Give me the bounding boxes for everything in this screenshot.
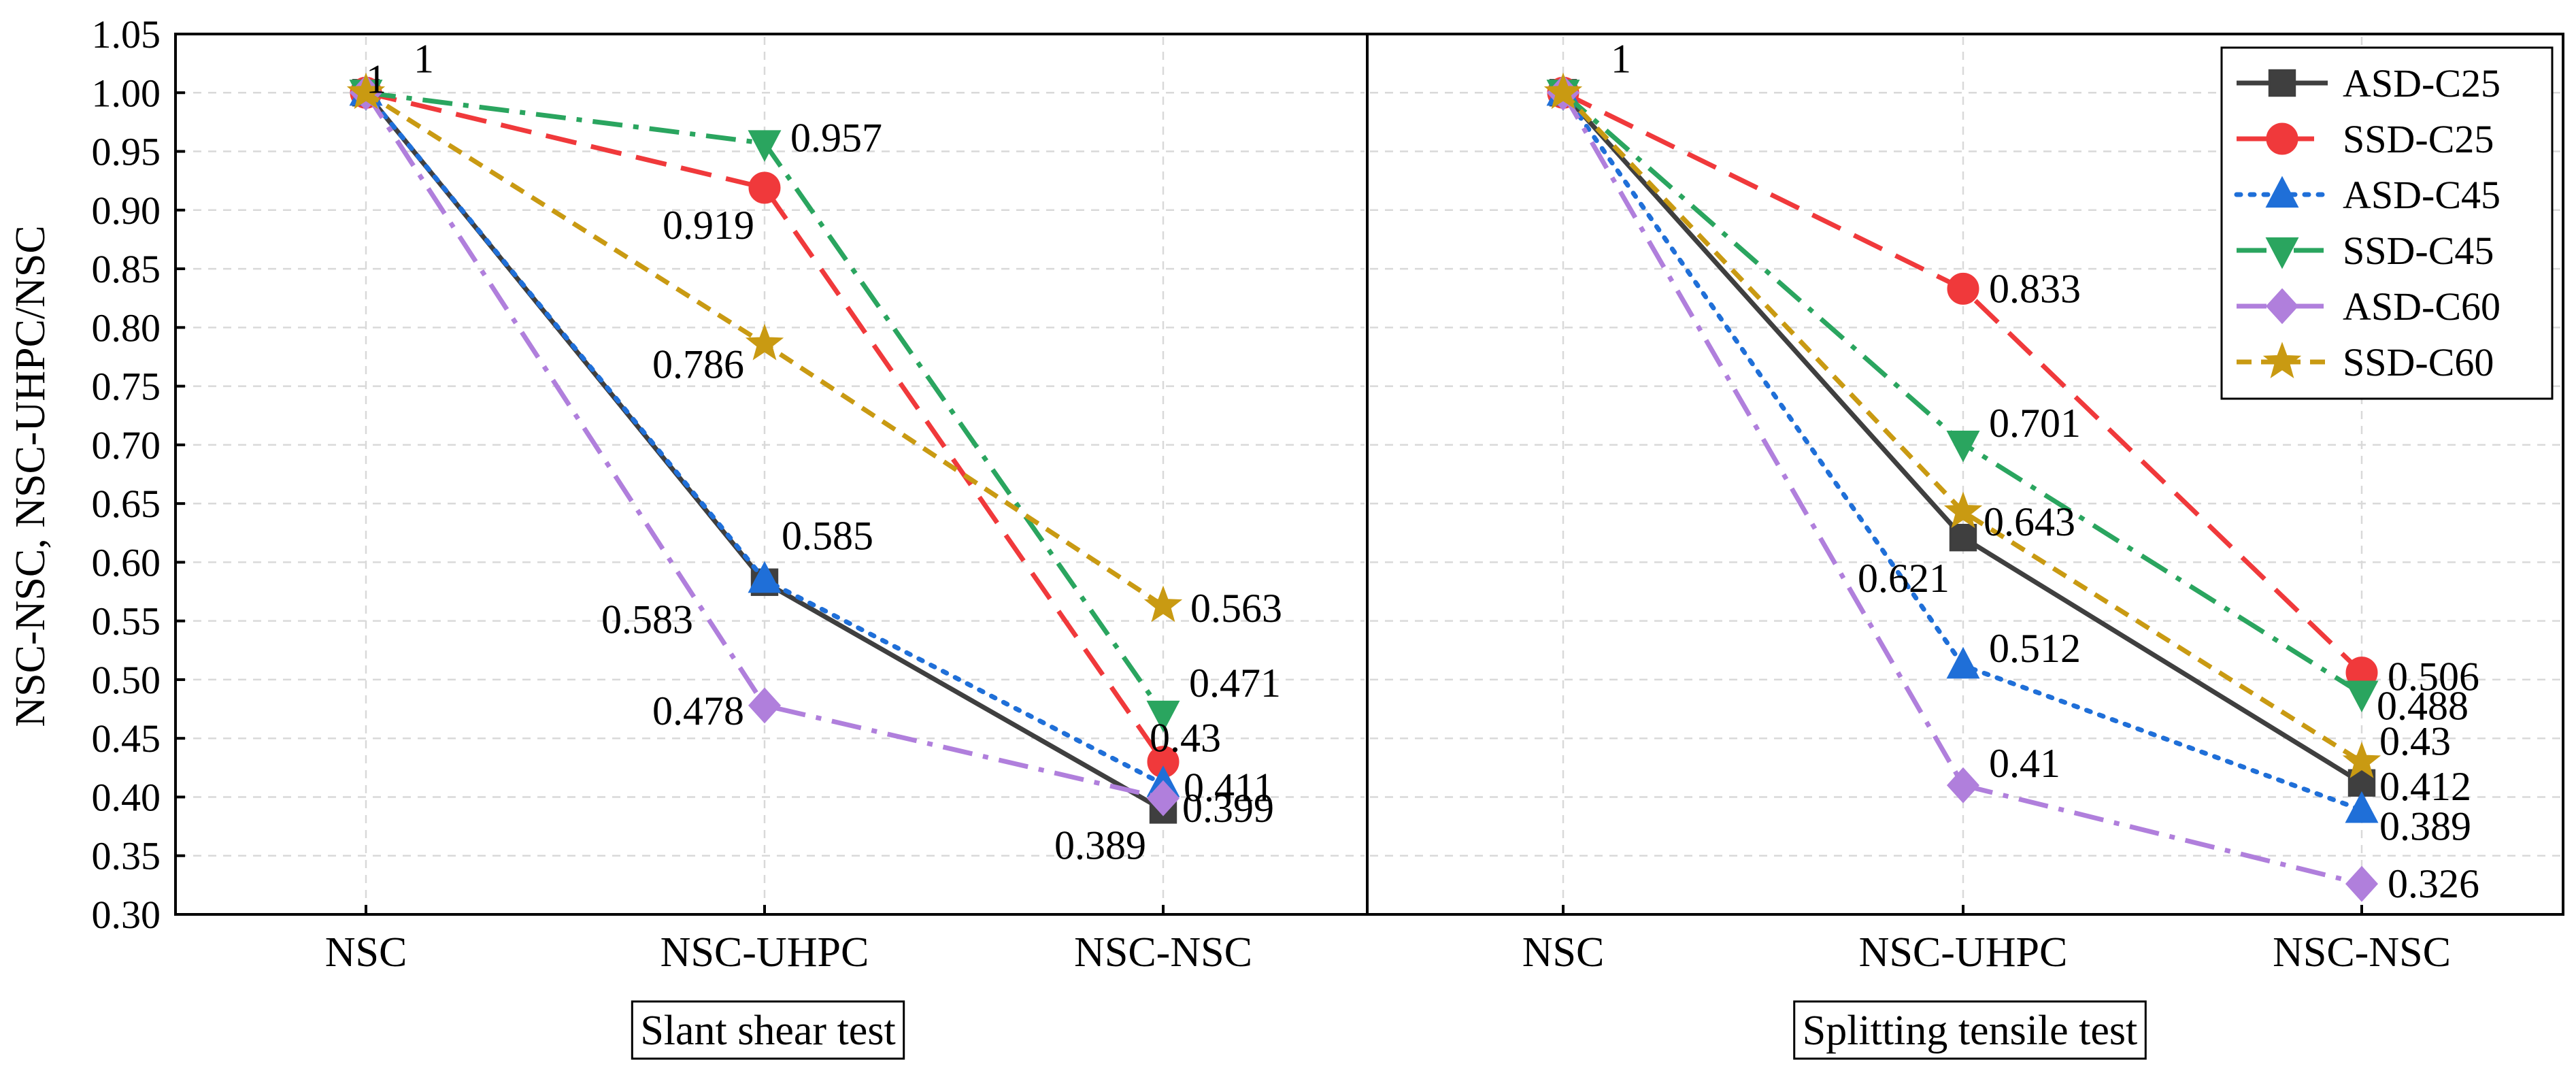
data-label: 0.833 [1989, 266, 2081, 311]
data-point-star [745, 323, 784, 361]
legend: ASD-C25 SSD-C25 ASD-C45 SSD-C45 ASD-C60 SSD-C… [2220, 46, 2554, 400]
data-label: 0.957 [790, 115, 882, 160]
x-tick-label: NSC-NSC [1074, 929, 1252, 976]
y-tick-label: 0.30 [92, 893, 161, 937]
x-tick-label: NSC-UHPC [1859, 929, 2068, 976]
data-point-triangle-up [2345, 791, 2379, 823]
data-label: 0.919 [663, 203, 754, 248]
legend-label: SSD-C45 [2343, 229, 2494, 273]
data-point-circle [748, 171, 781, 204]
data-label: 0.43 [1150, 716, 1221, 761]
data-point-diamond [748, 687, 782, 724]
data-point-circle [2266, 122, 2298, 155]
y-tick-label: 0.65 [92, 482, 161, 526]
x-tick-label: NSC-UHPC [660, 929, 869, 976]
data-label: 0.41 [1989, 741, 2060, 786]
legend-label: ASD-C25 [2343, 61, 2500, 105]
x-tick-label: NSC-NSC [2273, 929, 2451, 976]
panel-title-box [631, 1000, 905, 1060]
data-label: 0.563 [1190, 586, 1282, 631]
series-layer [346, 72, 2381, 902]
data-point-star [346, 72, 386, 110]
data-point-circle [1947, 272, 1979, 305]
y-tick-label: 0.90 [92, 188, 161, 233]
data-label: 0.326 [2388, 861, 2479, 906]
data-label: 0.43 [2379, 719, 2451, 764]
data-point-star [1143, 585, 1183, 623]
data-label: 0.786 [652, 342, 744, 386]
data-label: 1 [366, 56, 386, 101]
y-tick-label: 0.50 [92, 658, 161, 702]
data-label: 0.471 [1189, 661, 1281, 706]
data-label: 1 [414, 36, 434, 81]
data-point-diamond [1946, 767, 1980, 803]
y-tick-label: 0.75 [92, 365, 161, 409]
legend-label: SSD-C60 [2343, 340, 2494, 384]
data-label: 0.411 [1184, 765, 1274, 810]
data-point-square [1949, 523, 1977, 552]
data-label: 0.701 [1989, 401, 2081, 446]
panel-title: Slant shear test [640, 1008, 895, 1054]
data-point-triangle-down [2345, 680, 2379, 713]
y-tick-label: 0.45 [92, 716, 161, 761]
y-tick-label: 0.40 [92, 775, 161, 819]
y-tick-label: 0.85 [92, 247, 161, 291]
data-label: 0.621 [1858, 556, 1950, 601]
data-label: 0.583 [601, 597, 693, 642]
y-tick-label: 0.80 [92, 305, 161, 350]
panel-title: Splitting tensile test [1803, 1008, 2138, 1054]
grid-layer [178, 37, 2560, 912]
data-label: 0.389 [2379, 803, 2471, 848]
data-label: 0.506 [2388, 655, 2479, 699]
data-point-triangle-up [2265, 176, 2299, 208]
data-label: 0.399 [1182, 786, 1274, 831]
data-point-diamond [2265, 288, 2299, 325]
data-point-triangle-down [1946, 431, 1980, 463]
data-point-triangle-down [2265, 237, 2299, 269]
data-point-triangle-down [748, 130, 782, 162]
y-tick-label: 1.00 [92, 71, 161, 115]
plot-frame [174, 33, 2564, 916]
legend-label: ASD-C45 [2343, 173, 2500, 217]
data-label: 0.389 [1054, 823, 1146, 867]
data-point-star [1943, 491, 1983, 529]
panel-title-box [1793, 1000, 2147, 1060]
data-point-star [1543, 72, 1583, 110]
y-tick-label: 0.95 [92, 130, 161, 174]
series-line-ssd-c60 [1561, 90, 2363, 764]
data-label: 1 [1611, 36, 1631, 81]
data-label: 0.512 [1989, 626, 2081, 671]
data-point-diamond [2345, 865, 2379, 902]
data-point-triangle-up [1946, 646, 1980, 679]
data-point-triangle-up [748, 561, 782, 593]
data-point-diamond [1146, 780, 1180, 816]
data-label: 0.585 [782, 513, 873, 558]
axis-layer: NSC-NSC, NSC-UHPC/NSC 0.30 0.35 0.40 0.45 0.… [7, 12, 2564, 1060]
data-label: 0.412 [2379, 764, 2471, 809]
data-label: 0.488 [2377, 684, 2469, 729]
data-point-triangle-down [1146, 700, 1180, 733]
x-tick-label: NSC [1522, 929, 1605, 976]
y-tick-label: 0.70 [92, 423, 161, 467]
legend-label: ASD-C60 [2343, 284, 2500, 329]
data-label: 0.478 [652, 689, 744, 733]
y-tick-label: 0.60 [92, 540, 161, 584]
y-tick-label: 0.55 [92, 599, 161, 644]
legend-box [2220, 46, 2554, 400]
data-label: 0.643 [1984, 499, 2075, 544]
label-layer: 10.5830.3890.9190.430.5850.41110.9570.47… [366, 36, 2479, 906]
y-axis-label: NSC-NSC, NSC-UHPC/NSC [7, 225, 54, 727]
data-point-square [2268, 69, 2296, 97]
y-tick-label: 0.35 [92, 834, 161, 878]
y-tick-label: 1.05 [92, 12, 161, 56]
data-point-star [2342, 742, 2381, 778]
series-line-asd-c60 [1560, 91, 2362, 887]
legend-label: SSD-C25 [2343, 117, 2494, 161]
data-point-star [2262, 342, 2302, 378]
x-tick-label: NSC [325, 929, 407, 976]
